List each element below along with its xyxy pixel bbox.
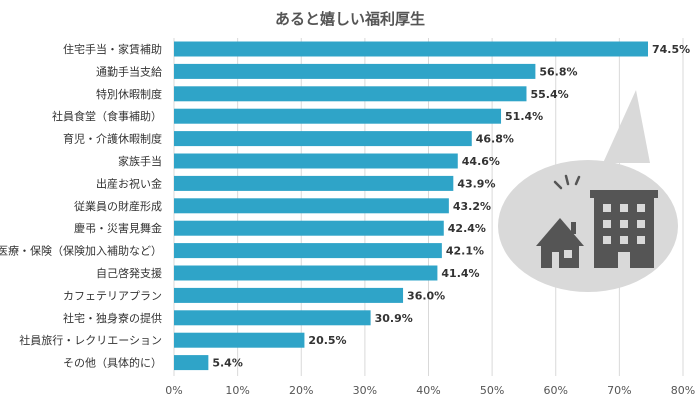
category-label: 従業員の財産形成 [74, 199, 162, 213]
bar [174, 153, 458, 169]
illustration [498, 90, 678, 292]
value-label: 43.9% [457, 177, 495, 190]
bar [174, 265, 438, 281]
x-tick-label: 20% [289, 384, 313, 397]
category-label: カフェテリアプラン [63, 289, 162, 302]
value-label: 42.1% [446, 245, 484, 258]
x-tick-label: 10% [225, 384, 249, 397]
value-label: 5.4% [212, 357, 243, 370]
x-tick-label: 80% [671, 384, 695, 397]
bar [174, 332, 305, 348]
bar [174, 86, 527, 102]
value-label: 42.4% [448, 222, 486, 235]
x-tick-label: 0% [165, 384, 182, 397]
x-tick-label: 60% [544, 384, 568, 397]
value-label: 46.8% [476, 133, 514, 146]
bar [174, 355, 209, 371]
bars [174, 41, 649, 371]
bar [174, 41, 649, 57]
category-label: 慶弔・災害見舞金 [74, 221, 162, 235]
category-label: その他（具体的に） [63, 356, 162, 370]
value-label: 56.8% [539, 65, 577, 78]
value-label: 51.4% [505, 110, 543, 123]
x-tick-label: 50% [480, 384, 504, 397]
value-labels: 74.5% 56.8% 55.4% 51.4% 46.8% 44.6% 43.9% 43.2%… [212, 43, 690, 370]
category-label: 社宅・独身寮の提供 [63, 311, 162, 325]
bar [174, 175, 454, 191]
value-label: 74.5% [652, 43, 690, 56]
bar [174, 63, 536, 79]
bar [174, 287, 404, 303]
bar [174, 198, 449, 214]
category-label: 出産お祝い金 [96, 176, 162, 190]
category-label: 住宅手当・家賃補助 [63, 42, 162, 56]
sparkle-icon [553, 174, 581, 190]
bar [174, 131, 472, 147]
category-label: 社員食堂（食事補助） [52, 109, 162, 123]
x-tick-label: 30% [353, 384, 377, 397]
category-label: 通勤手当支給 [96, 64, 162, 78]
bar [174, 220, 444, 236]
category-label: 自己啓発支援 [96, 266, 162, 280]
value-label: 44.6% [462, 155, 500, 168]
x-tick-label: 70% [607, 384, 631, 397]
value-label: 30.9% [375, 312, 413, 325]
house-icon [536, 218, 584, 268]
bar [174, 310, 371, 326]
value-label: 55.4% [530, 88, 568, 101]
bar [174, 108, 502, 124]
x-tick-label: 40% [416, 384, 440, 397]
value-label: 36.0% [407, 289, 445, 302]
category-label: 特別休暇制度 [96, 87, 162, 101]
value-label: 43.2% [453, 200, 491, 213]
value-label: 41.4% [441, 267, 479, 280]
building-icon [590, 190, 658, 268]
x-axis-ticks: 0% 10% 20% 30% 40% 50% 60% 70% 80% [165, 384, 695, 397]
category-label: 医療・保険（保険加入補助など） [0, 244, 162, 258]
category-label: 育児・介護休暇制度 [63, 132, 162, 146]
bar [174, 243, 442, 259]
value-label: 20.5% [308, 334, 346, 347]
category-label: 家族手当 [118, 154, 162, 168]
chart-title: あると嬉しい福利厚生 [275, 10, 425, 28]
category-label: 社員旅行・レクリエーション [19, 333, 162, 347]
